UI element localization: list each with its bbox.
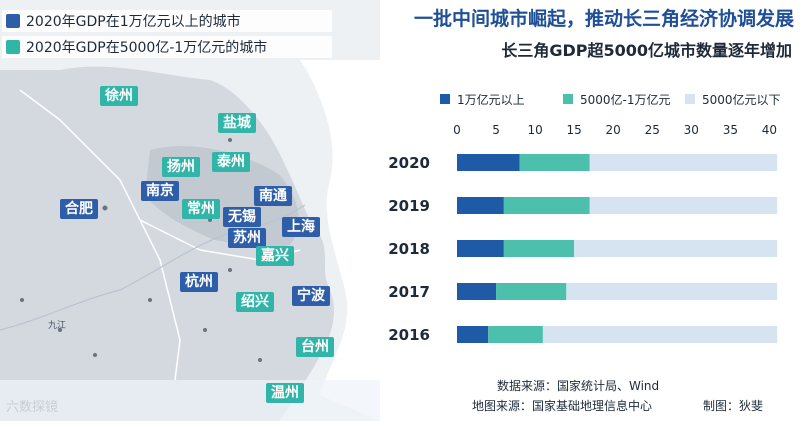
legend-swatch-2: [685, 94, 695, 104]
city-tag-jiaxing: 嘉兴: [256, 246, 294, 266]
category-label-2019: 2019: [388, 197, 430, 215]
bar-2017-2: [566, 283, 778, 300]
category-label-2017: 2017: [388, 283, 430, 301]
x-tick-40: 40: [762, 123, 777, 137]
category-labels: 2020 2019 2018 2017 2016: [388, 154, 430, 344]
chart-legend: 1万亿元以上 5000亿-1万亿元 5000亿元以下: [440, 92, 781, 107]
city-tag-suzhou: 苏州: [228, 228, 266, 248]
x-tick-20: 20: [606, 123, 621, 137]
x-axis: 0 5 10 15 20 25 30 35 40: [453, 123, 777, 137]
bar-2018-1: [503, 240, 575, 257]
city-tag-hangzhou: 杭州: [180, 272, 218, 292]
bar-2020-2: [589, 154, 778, 171]
x-tick-5: 5: [492, 123, 500, 137]
data-source: 数据来源：国家统计局、Wind: [497, 379, 660, 393]
jiujiang-label: 九江: [48, 320, 66, 331]
map: 九江: [0, 0, 380, 421]
bar-2016-1: [488, 326, 543, 343]
legend-swatch-teal: [6, 40, 20, 54]
x-tick-15: 15: [567, 123, 582, 137]
city-tag-changzhou: 常州: [182, 199, 220, 219]
bar-2019-0: [457, 197, 504, 214]
x-tick-30: 30: [684, 123, 699, 137]
watermark: 六数探镜: [6, 400, 59, 415]
x-tick-0: 0: [453, 123, 461, 137]
bar-2017-1: [496, 283, 567, 300]
credit: 制图：狄斐: [703, 399, 764, 413]
legend-swatch-1: [563, 94, 573, 104]
city-tag-taizhou-zj: 台州: [296, 337, 334, 357]
legend-label-2: 5000亿元以下: [702, 92, 781, 107]
bar-2017-0: [457, 283, 497, 300]
stacked-bar-chart: 1万亿元以上 5000亿-1万亿元 5000亿元以下 0 5 10 15 20 25 30 35 4…: [388, 92, 781, 344]
city-tag-shaoxing: 绍兴: [236, 292, 274, 312]
city-tag-shanghai: 上海: [282, 217, 320, 237]
page-title: 一批中间城市崛起，推动长三角经济协调发展: [413, 8, 794, 30]
chart-title: 长三角GDP超5000亿城市数量逐年增加: [501, 41, 792, 60]
city-tag-wenzhou: 温州: [266, 383, 304, 403]
sea-area: [300, 60, 380, 421]
city-tag-yancheng: 盐城: [218, 113, 256, 133]
city-tag-nantong: 南通: [254, 186, 292, 206]
legend-label-0: 1万亿元以上: [457, 92, 525, 107]
bar-2020-0: [457, 154, 520, 171]
river: [0, 204, 306, 331]
category-label-2020: 2020: [388, 154, 430, 172]
x-tick-25: 25: [645, 123, 660, 137]
city-tag-ningbo: 宁波: [292, 286, 330, 306]
bars: [457, 154, 778, 343]
city-tag-wuxi: 无锡: [223, 207, 261, 227]
category-label-2016: 2016: [388, 326, 430, 344]
city-tag-yangzhou: 扬州: [162, 157, 200, 177]
legend-label-trillion: 2020年GDP在1万亿元以上的城市: [26, 14, 241, 30]
map-legend-item-5000: 2020年GDP在5000亿-1万亿元的城市: [2, 36, 332, 58]
map-legend-item-trillion: 2020年GDP在1万亿元以上的城市: [2, 10, 332, 32]
legend-label-5000: 2020年GDP在5000亿-1万亿元的城市: [26, 40, 268, 56]
bar-2019-2: [589, 197, 778, 214]
city-tag-nanjing: 南京: [141, 181, 179, 201]
bar-2019-1: [503, 197, 590, 214]
bar-2016-0: [457, 326, 489, 343]
city-tag-taizhou-js: 泰州: [212, 152, 250, 172]
x-tick-35: 35: [723, 123, 738, 137]
legend-label-1: 5000亿-1万亿元: [580, 92, 671, 107]
bar-2018-2: [574, 240, 778, 257]
map-source: 地图来源：国家基础地理信息中心: [472, 399, 653, 413]
category-label-2018: 2018: [388, 240, 430, 258]
bar-2016-2: [542, 326, 778, 343]
legend-swatch-blue: [6, 14, 20, 28]
legend-swatch-0: [440, 94, 450, 104]
city-tag-hefei: 合肥: [60, 199, 98, 219]
x-tick-10: 10: [527, 123, 542, 137]
bar-2018-0: [457, 240, 504, 257]
land-region: [0, 66, 335, 421]
bar-2020-1: [519, 154, 590, 171]
map-fade: [0, 380, 380, 421]
city-tag-xuzhou: 徐州: [100, 86, 138, 106]
